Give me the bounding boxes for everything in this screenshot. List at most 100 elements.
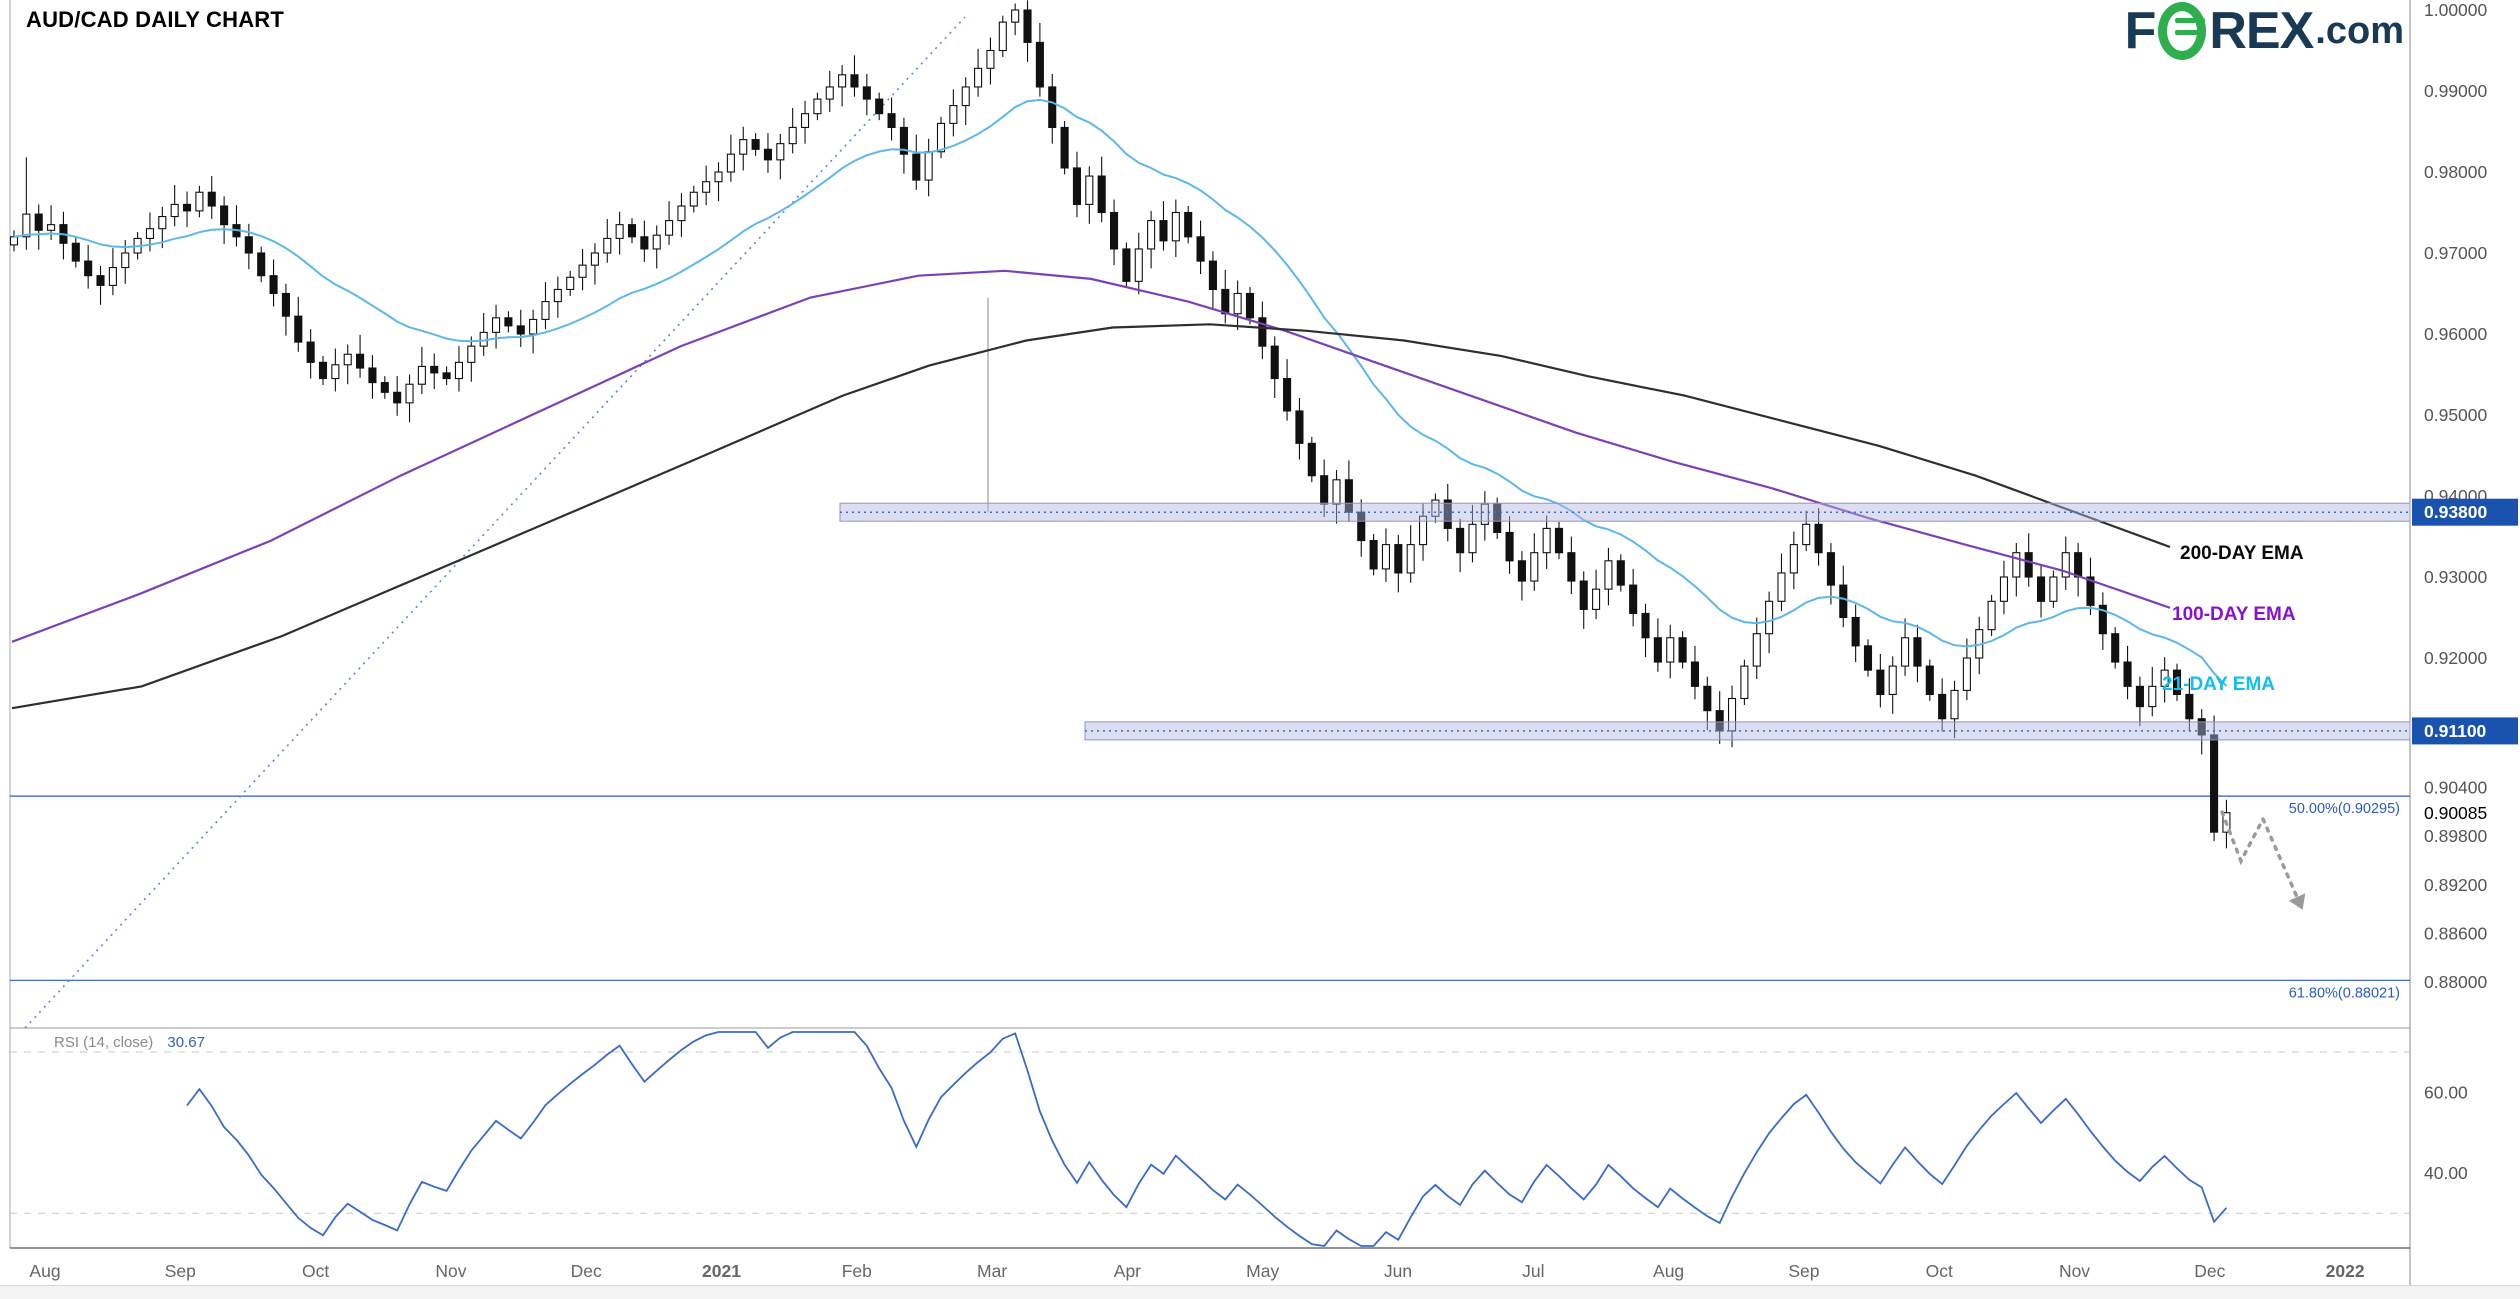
candle-body	[936, 122, 946, 153]
candle-body	[2086, 576, 2095, 606]
candle-body	[2185, 693, 2194, 720]
candle-body	[9, 236, 19, 246]
candle-body	[1196, 236, 1205, 262]
candle-body	[1616, 560, 1625, 586]
candle-body	[1727, 697, 1737, 732]
x-axis-month-label: Dec	[571, 1261, 602, 1281]
candle-body	[368, 367, 377, 384]
candle-body	[1814, 523, 1823, 554]
candle-body	[1011, 9, 1020, 23]
candle-body	[615, 224, 624, 239]
candle-body	[1171, 211, 1180, 242]
candle-body	[1406, 544, 1415, 574]
candle-body	[2148, 685, 2157, 708]
y-axis-tick-label: 0.95000	[2424, 405, 2488, 425]
candle-body	[1456, 527, 1465, 554]
candle-body	[986, 49, 995, 69]
candle-body	[912, 153, 921, 181]
y-axis-tick-label: 0.97000	[2424, 243, 2488, 263]
candle-body	[1381, 544, 1391, 570]
candle-body	[430, 365, 439, 374]
candle-body	[788, 126, 797, 145]
candle-body	[454, 361, 464, 380]
x-axis-month-label: Mar	[977, 1261, 1007, 1281]
current-price-label: 0.90085	[2424, 803, 2487, 823]
candle-body	[1283, 377, 1292, 412]
fib-level-label: 61.80%(0.88021)	[2289, 985, 2400, 1001]
candle-body	[763, 148, 773, 161]
candle-body	[1295, 410, 1304, 444]
candle-body	[1085, 175, 1094, 205]
candle-body	[961, 86, 970, 107]
candle-body	[1604, 560, 1613, 590]
candle-body	[1999, 576, 2009, 602]
x-axis-month-label: Nov	[2059, 1261, 2090, 1281]
forex-logo: F REX .com	[2125, 2, 2404, 60]
x-axis-month-label: Apr	[1114, 1261, 1141, 1281]
candle-body	[1851, 616, 1860, 647]
y-axis-tick-label: 0.93000	[2424, 567, 2488, 587]
candle-body	[34, 213, 43, 231]
candle-body	[1690, 661, 1700, 687]
candle-body	[1233, 292, 1242, 315]
candle-body	[1468, 523, 1477, 554]
candle-body	[2024, 552, 2033, 578]
candle-body	[813, 98, 822, 115]
candle-body	[998, 21, 1007, 52]
x-axis-month-label: Jul	[1522, 1261, 1544, 1281]
candle-body	[1258, 317, 1267, 347]
candle-body	[726, 153, 735, 173]
candle-body	[875, 98, 884, 115]
candle-body	[269, 275, 278, 295]
x-axis-month-label: Aug	[29, 1261, 60, 1281]
candle-body	[158, 216, 167, 230]
candle-body	[1023, 9, 1032, 43]
candle-body	[1789, 544, 1798, 574]
candle-body	[924, 151, 933, 181]
y-axis-tick-label: 0.92000	[2424, 648, 2488, 668]
candle-body	[776, 143, 785, 161]
candle-body	[2049, 576, 2058, 602]
candle-body	[442, 372, 451, 380]
candle-body	[1048, 86, 1057, 128]
candle-body	[1938, 693, 1947, 720]
candle-body	[665, 220, 674, 236]
candle-body	[1320, 475, 1329, 505]
candle-body	[2036, 576, 2046, 602]
candle-body	[1270, 345, 1279, 380]
projection-arrow-head	[2288, 893, 2306, 910]
bottom-strip	[0, 1285, 2520, 1299]
candle-body	[1542, 527, 1551, 554]
rsi-value: 30.67	[167, 1034, 205, 1051]
candle-body	[640, 236, 649, 250]
logo-text-rex: REX	[2209, 2, 2314, 60]
x-axis-month-label: Sep	[165, 1261, 196, 1281]
candle-body	[739, 139, 748, 155]
candle-body	[603, 237, 612, 254]
candle-body	[1369, 539, 1378, 570]
candle-body	[121, 252, 130, 269]
candle-body	[1307, 442, 1316, 477]
candle-body	[553, 288, 562, 303]
candle-body	[1579, 580, 1588, 610]
candle-body	[566, 276, 575, 290]
ema100-line	[11, 269, 2171, 643]
candle-body	[318, 361, 328, 380]
candle-body	[244, 236, 253, 254]
candle-body	[1332, 479, 1341, 505]
candle-body	[1122, 248, 1131, 282]
candle-body	[331, 364, 340, 380]
price-level-box-label: 0.91100	[2424, 721, 2487, 741]
logo-text-f: F	[2124, 2, 2157, 60]
candle-body	[887, 113, 896, 128]
candle-body	[1394, 544, 1403, 574]
y-axis-tick-label: 0.88600	[2424, 923, 2488, 943]
candle-body	[417, 365, 426, 385]
x-axis-month-label: Aug	[1653, 1261, 1684, 1281]
candle-body	[1703, 685, 1712, 712]
candle-body	[689, 191, 698, 207]
candle-body	[1147, 220, 1156, 250]
projection-arrow-line	[2220, 810, 2299, 899]
candle-body	[1221, 288, 1230, 315]
